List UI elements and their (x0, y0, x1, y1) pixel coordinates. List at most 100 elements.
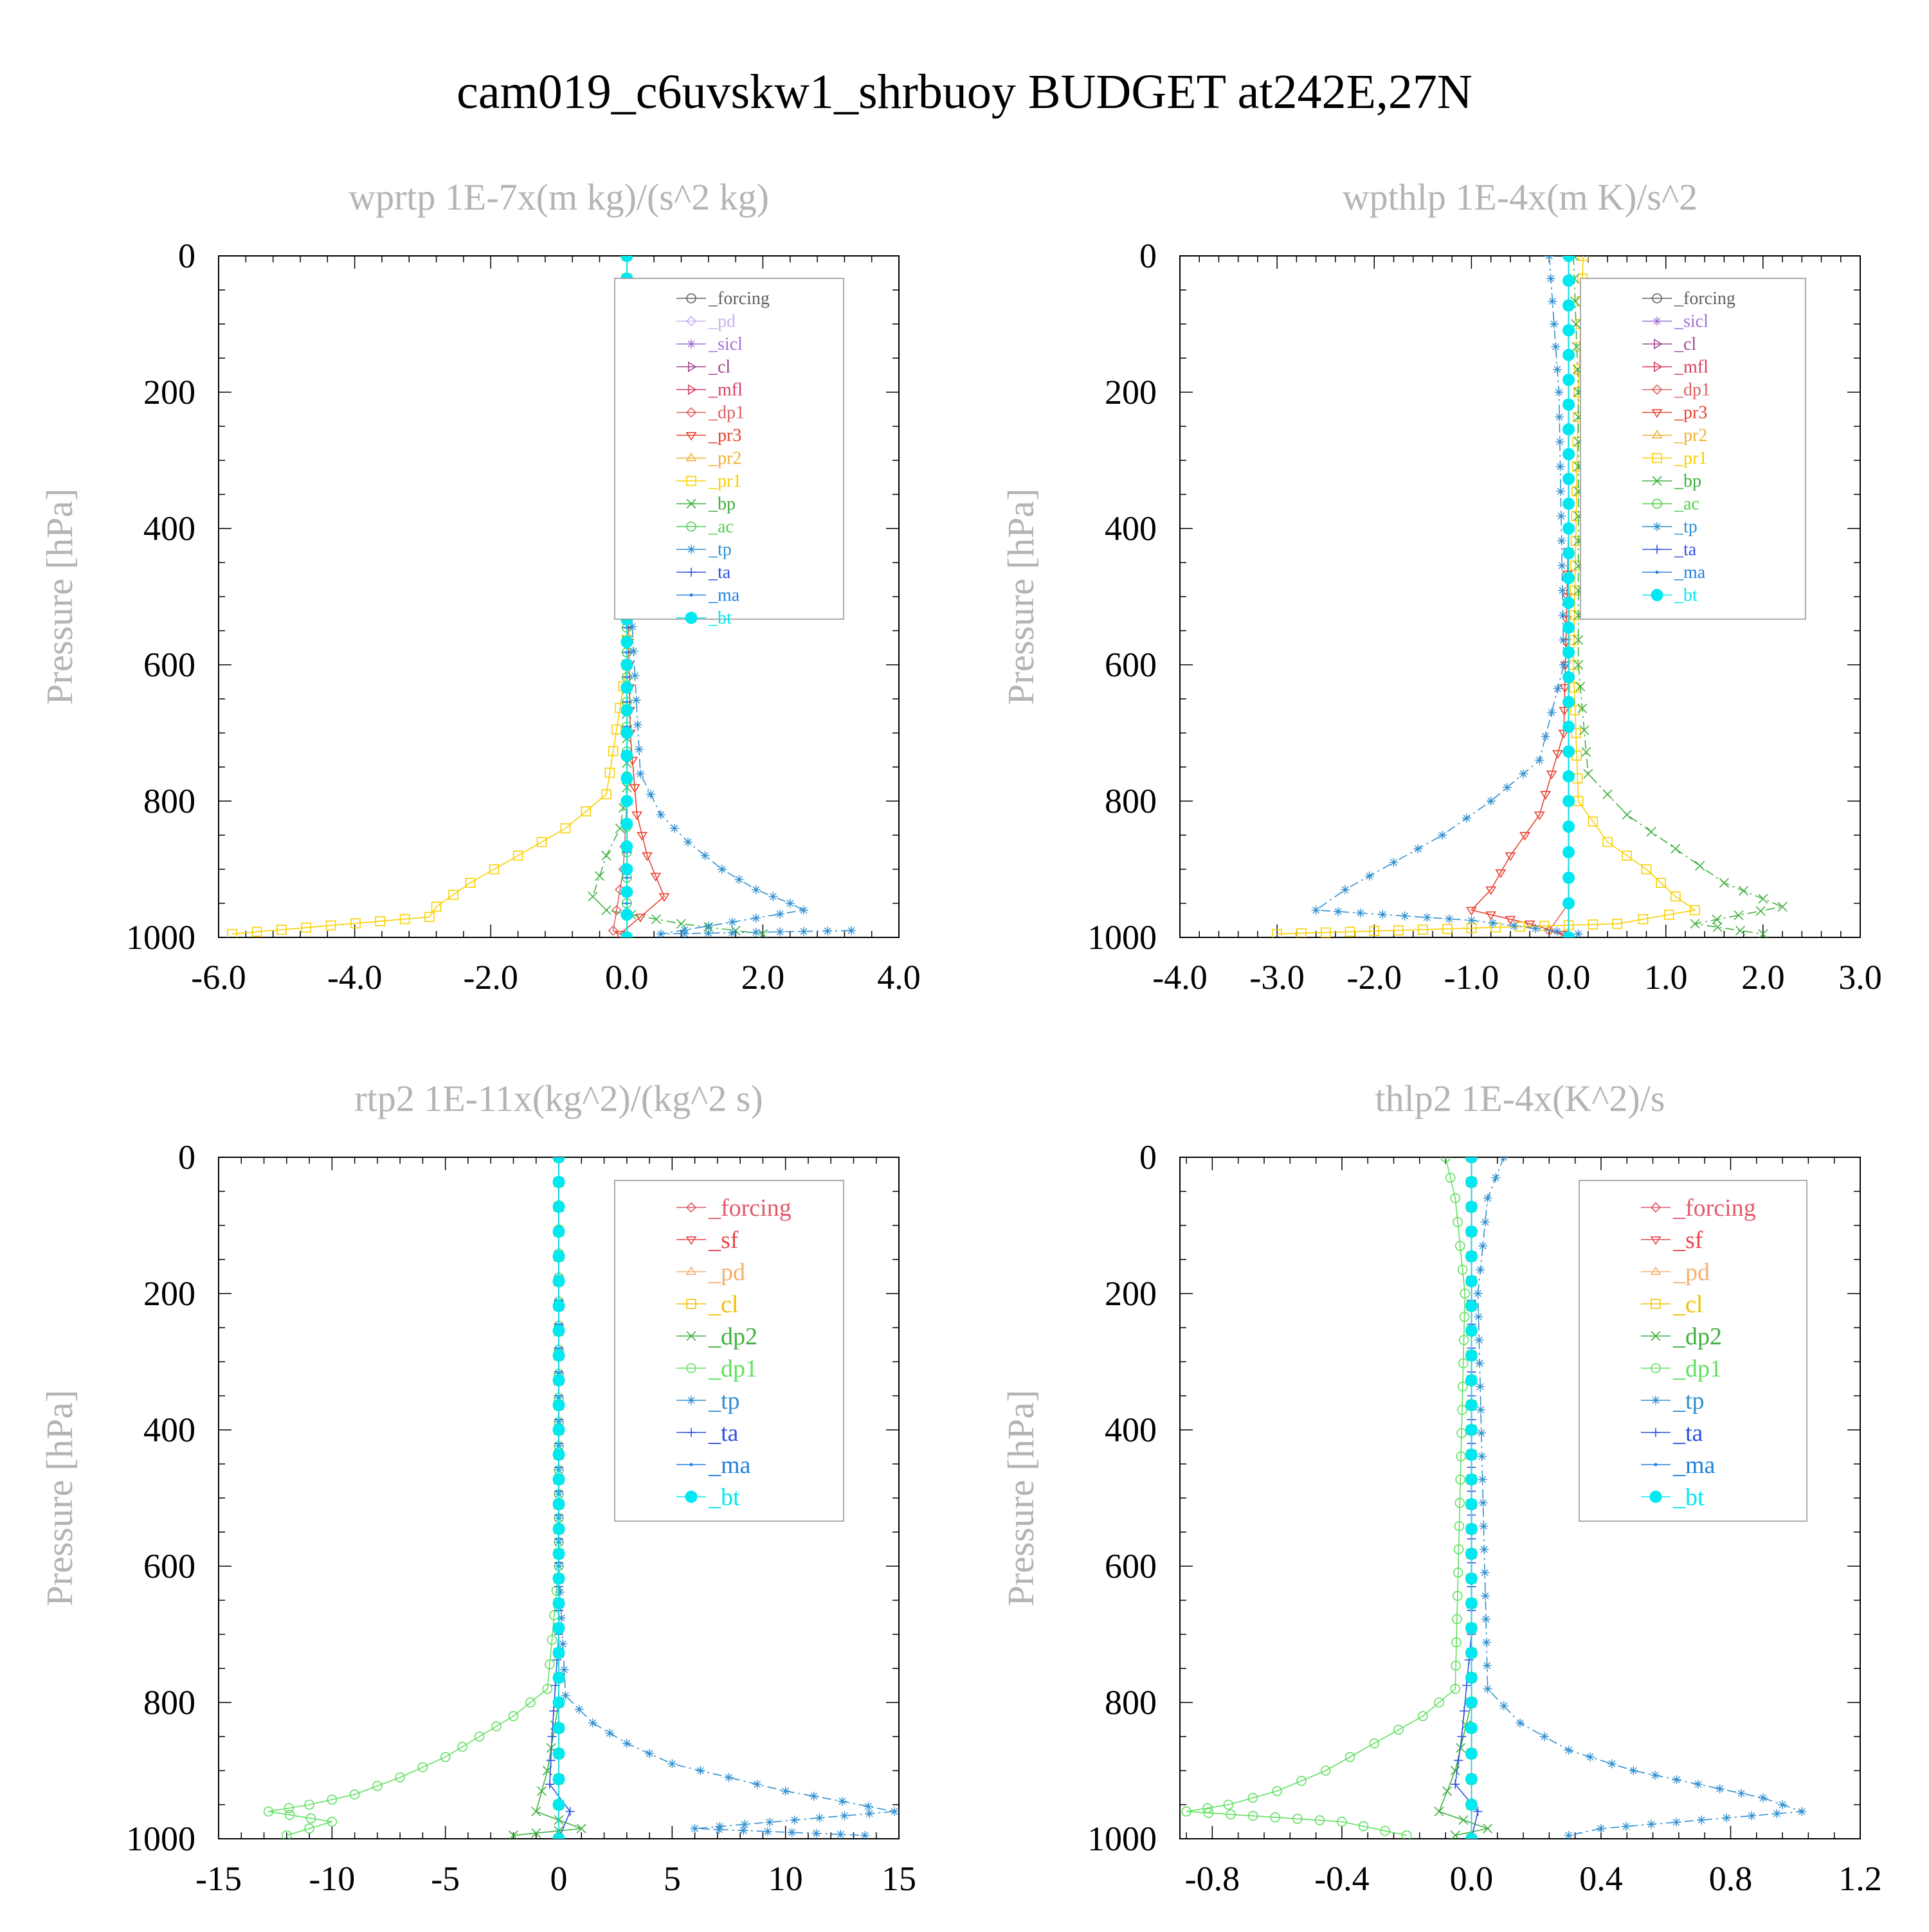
legend-label: _cl (1674, 334, 1696, 354)
legend-marker (1650, 1202, 1662, 1213)
legend-label: _pr2 (1674, 426, 1707, 446)
series-marker (1393, 1724, 1404, 1735)
series-marker (1596, 1824, 1606, 1834)
x-tick-label: 0.0 (1450, 1859, 1494, 1898)
panel-4: thlp2 1E-4x(K^2)/s Pressure [hPa] 0 200 400 6… (1000, 1078, 1882, 1898)
legend-item: _pd (676, 312, 736, 332)
series-marker (703, 928, 713, 937)
legend-marker (685, 1490, 698, 1503)
series-line (1477, 1157, 1802, 1836)
series-marker (1562, 646, 1575, 659)
series-marker (1465, 1798, 1478, 1811)
series-marker (1612, 919, 1622, 929)
legend-marker (685, 1236, 697, 1245)
y-tick-label: 600 (143, 1547, 195, 1585)
series-marker (799, 926, 808, 936)
series-marker (1460, 1288, 1471, 1299)
series-marker (1453, 1544, 1464, 1555)
series-marker (1641, 864, 1652, 874)
legend-item: _bt (1641, 1484, 1705, 1511)
legend-label: _bt (1672, 1484, 1705, 1511)
series-marker (1562, 423, 1575, 436)
series-marker (1581, 747, 1591, 757)
legend-marker (1651, 429, 1663, 438)
legend-label: _cl (1672, 1291, 1703, 1318)
legend-label: _tp (1674, 517, 1698, 537)
x-tick-label: -0.8 (1185, 1859, 1240, 1898)
series-marker (1758, 929, 1768, 937)
series-marker (1690, 919, 1700, 929)
series-marker (372, 1781, 383, 1791)
legend-label: _tp (708, 1387, 740, 1414)
series-marker (558, 1639, 568, 1648)
x-tick-label: -3.0 (1249, 958, 1304, 997)
series-marker (1465, 1349, 1478, 1362)
series-marker (620, 658, 633, 671)
series-marker (1638, 914, 1649, 925)
series-marker (1451, 1637, 1462, 1648)
series-marker (601, 905, 611, 916)
legend-marker (1653, 316, 1662, 326)
legend-item: _cl (1641, 1291, 1703, 1318)
y-tick-label: 200 (1105, 1274, 1157, 1313)
series-marker (837, 1796, 847, 1806)
series-marker (631, 811, 643, 820)
series-marker (1485, 911, 1497, 921)
series-marker (1465, 1275, 1478, 1288)
series-marker (608, 925, 619, 936)
legend-label: _ta (1674, 540, 1697, 560)
legend-item: _ma (1642, 563, 1706, 582)
series-marker (1573, 929, 1583, 937)
series-marker (1474, 1312, 1483, 1322)
series-marker (1465, 1722, 1478, 1735)
series-marker (350, 918, 361, 928)
legend-marker (685, 1202, 697, 1213)
series-marker (1422, 912, 1432, 922)
series-marker (305, 1813, 316, 1823)
series-marker (1477, 1452, 1487, 1461)
series-marker (815, 1813, 824, 1823)
series-tp (1473, 1157, 1807, 1839)
series-marker (542, 1684, 553, 1694)
x-tick-label: 1.0 (1644, 958, 1688, 997)
x-tick-label: 5 (664, 1859, 681, 1898)
x-tick-label: -1.0 (1444, 958, 1499, 997)
series-marker (552, 1398, 565, 1411)
series-marker (620, 863, 633, 876)
series-marker (552, 1773, 565, 1785)
series-line (592, 256, 763, 935)
legend-item: _ac (1642, 494, 1699, 514)
y-tick-label: 0 (1139, 237, 1157, 275)
y-tick-label: 800 (1105, 782, 1157, 820)
legend-label: _ta (1672, 1420, 1703, 1447)
series-marker (604, 768, 615, 778)
series-marker (1478, 1241, 1488, 1250)
series-marker (1570, 705, 1580, 716)
series-marker (1203, 1808, 1214, 1818)
series-marker (1557, 561, 1567, 570)
series-marker (457, 1742, 467, 1752)
series-marker (1454, 1756, 1463, 1765)
legend-item: _ta (676, 563, 731, 582)
legend-marker (686, 1331, 696, 1341)
legend-marker (686, 476, 696, 486)
axis-ticks (218, 1157, 900, 1839)
series-marker (1488, 918, 1498, 928)
series-marker (489, 864, 500, 874)
series-marker (284, 1810, 295, 1820)
legend-label: _forcing (1674, 289, 1735, 309)
series-line (1314, 256, 1579, 935)
series-marker (635, 914, 646, 923)
series-marker (552, 1696, 565, 1709)
series-marker (1458, 1815, 1469, 1825)
series-marker (1519, 769, 1528, 779)
series-marker (1562, 275, 1575, 287)
series-marker (552, 1473, 565, 1486)
panel-title: wpthlp 1E-4x(m K)/s^2 (1343, 176, 1698, 218)
y-tick-label: 1000 (126, 918, 195, 957)
series-marker (1454, 1241, 1465, 1251)
x-tick-label: -4.0 (1152, 958, 1207, 997)
series-marker (1434, 1807, 1444, 1817)
series-marker (304, 1823, 314, 1834)
legend-marker (687, 545, 696, 554)
